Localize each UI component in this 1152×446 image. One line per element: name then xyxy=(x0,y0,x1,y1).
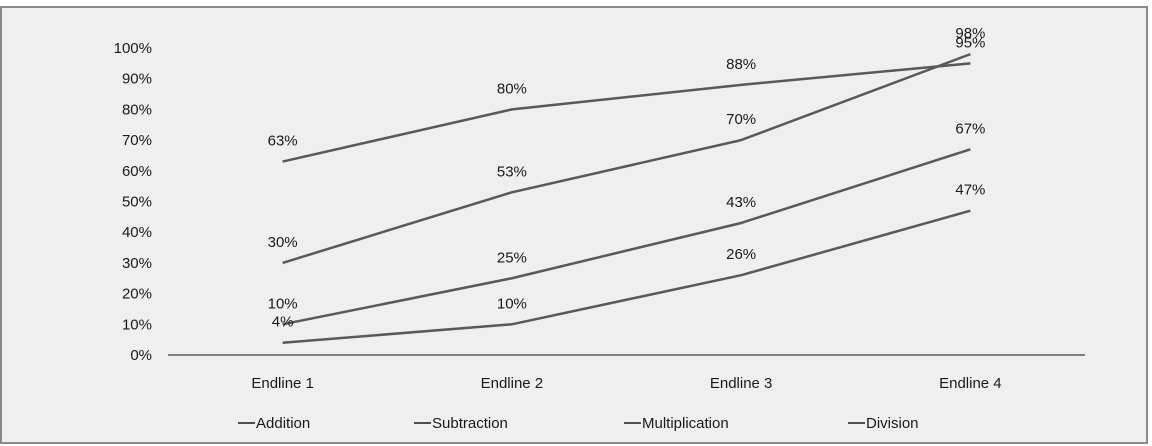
y-tick-label: 90% xyxy=(122,71,152,88)
data-label-addition: 88% xyxy=(726,56,756,73)
y-tick-label: 100% xyxy=(114,40,152,57)
data-label-multiplication: 10% xyxy=(268,295,298,312)
series-line-multiplication xyxy=(282,148,971,326)
series-line-subtraction xyxy=(282,52,971,265)
data-label-addition: 80% xyxy=(497,80,527,97)
y-tick-label: 0% xyxy=(130,347,152,364)
y-tick-label: 10% xyxy=(122,316,152,333)
data-label-multiplication: 43% xyxy=(726,194,756,211)
y-axis-ticks: 0% 10% 20% 30% 40% 50% 60% 70% 80% 90% 100% xyxy=(114,40,152,364)
chart-frame: 0% 10% 20% 30% 40% 50% 60% 70% 80% 90% 100% 63% 80%… xyxy=(0,6,1148,444)
data-label-division: 26% xyxy=(726,246,756,263)
data-label-division: 4% xyxy=(272,314,294,331)
legend-item-subtraction: Subtraction xyxy=(432,415,508,432)
x-category-label: Endline 1 xyxy=(251,375,314,392)
legend: Addition Subtraction Multiplication Divisio… xyxy=(238,415,919,432)
x-category-label: Endline 3 xyxy=(710,375,773,392)
x-axis-category-labels: Endline 1 Endline 2 Endline 3 Endline 4 xyxy=(251,375,1001,392)
data-label-multiplication: 67% xyxy=(955,120,985,137)
legend-item-division: Division xyxy=(866,415,919,432)
x-category-label: Endline 4 xyxy=(939,375,1002,392)
data-label-multiplication: 25% xyxy=(497,249,527,266)
y-tick-label: 70% xyxy=(122,132,152,149)
data-label-addition: 95% xyxy=(955,34,985,51)
legend-item-multiplication: Multiplication xyxy=(642,415,729,432)
y-tick-label: 30% xyxy=(122,255,152,272)
data-label-division: 10% xyxy=(497,295,527,312)
y-tick-label: 40% xyxy=(122,224,152,241)
data-label-subtraction: 98% xyxy=(955,25,985,42)
data-label-subtraction: 53% xyxy=(497,163,527,180)
data-label-division: 47% xyxy=(955,182,985,199)
y-tick-label: 50% xyxy=(122,194,152,211)
series-line-addition xyxy=(282,62,971,163)
series-line-division xyxy=(282,209,971,344)
series-lines xyxy=(282,52,971,344)
line-chart: 0% 10% 20% 30% 40% 50% 60% 70% 80% 90% 100% 63% 80%… xyxy=(114,25,1085,432)
legend-item-addition: Addition xyxy=(256,415,310,432)
y-tick-label: 80% xyxy=(122,101,152,118)
data-labels: 63% 80% 88% 95% 30% 53% 70% 98% 10% 25% 43% 67% 4% 10… xyxy=(268,25,986,331)
data-label-addition: 63% xyxy=(268,133,298,150)
data-label-subtraction: 30% xyxy=(268,234,298,251)
y-tick-label: 20% xyxy=(122,286,152,303)
data-label-subtraction: 70% xyxy=(726,111,756,128)
x-category-label: Endline 2 xyxy=(481,375,544,392)
y-tick-label: 60% xyxy=(122,163,152,180)
